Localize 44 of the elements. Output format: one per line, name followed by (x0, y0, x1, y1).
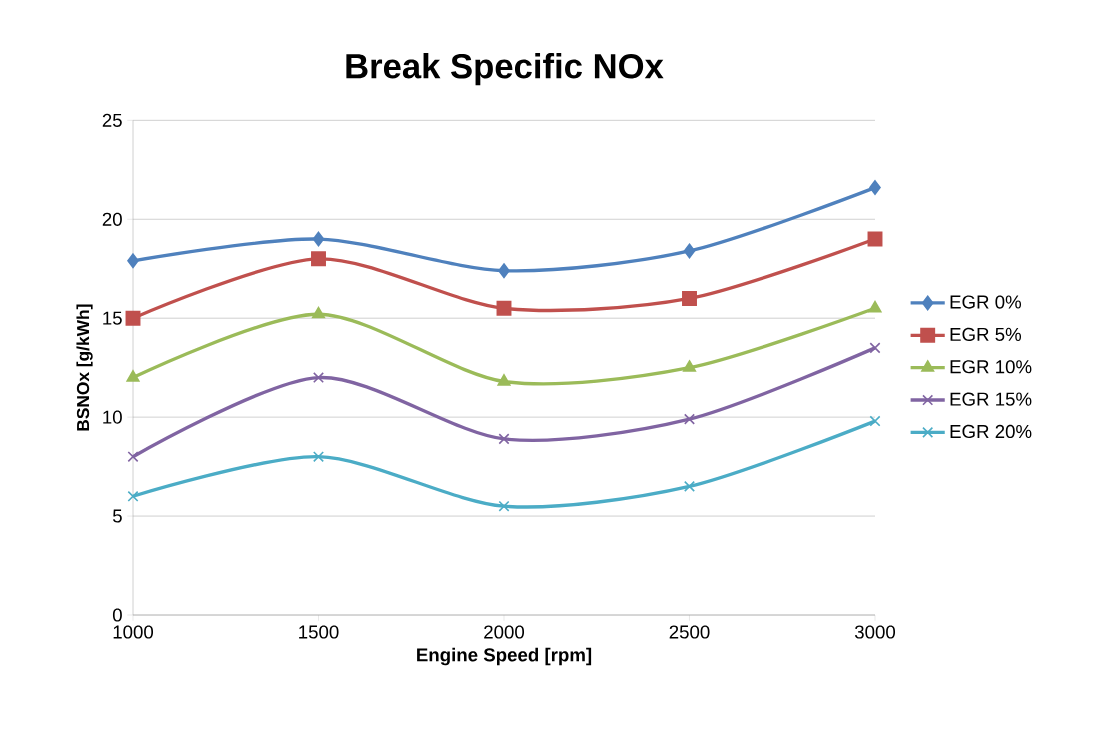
x-tick-label: 1000 (113, 625, 154, 639)
point (127, 253, 139, 269)
x-axis-title: Engine Speed [rpm] (417, 647, 592, 666)
point (496, 300, 512, 316)
point (683, 243, 696, 259)
y-tick-label: 20 (102, 212, 122, 226)
chart-title: Break Specific NOx (346, 53, 664, 86)
point (311, 306, 326, 319)
point (127, 490, 139, 502)
x-tick-label: 2000 (484, 625, 525, 639)
x-tick-label: 3000 (854, 625, 896, 639)
point (683, 480, 696, 492)
point (125, 310, 141, 326)
legend-label: EGR 10% (950, 360, 1032, 374)
point (127, 451, 139, 463)
point (869, 342, 881, 354)
y-axis-title: BSNOx [g/kWh] (76, 304, 93, 431)
y-tick-label: 0 (112, 608, 122, 622)
point (867, 231, 883, 247)
y-tick-label: 10 (103, 410, 122, 424)
point (498, 433, 510, 445)
x-tick-label: 1500 (299, 625, 339, 639)
point (312, 451, 325, 463)
point (869, 180, 881, 196)
point (312, 372, 325, 384)
point (683, 413, 696, 425)
legend-label: EGR 0% (950, 295, 1022, 309)
point (311, 251, 326, 267)
point (126, 370, 140, 382)
point (498, 263, 510, 279)
legend-label: EGR 20% (950, 424, 1032, 439)
y-tick-label: 5 (112, 509, 122, 523)
y-tick-label: 15 (103, 311, 122, 325)
point (868, 300, 882, 313)
point (498, 500, 510, 512)
point (497, 374, 511, 386)
point (869, 415, 881, 427)
legend-label: EGR 15% (950, 392, 1032, 406)
point (682, 290, 697, 306)
x-tick-label: 2500 (669, 625, 710, 639)
point (312, 231, 325, 247)
legend-label: EGR 5% (950, 327, 1022, 341)
y-tick-label: 25 (102, 113, 122, 127)
point (682, 360, 697, 372)
